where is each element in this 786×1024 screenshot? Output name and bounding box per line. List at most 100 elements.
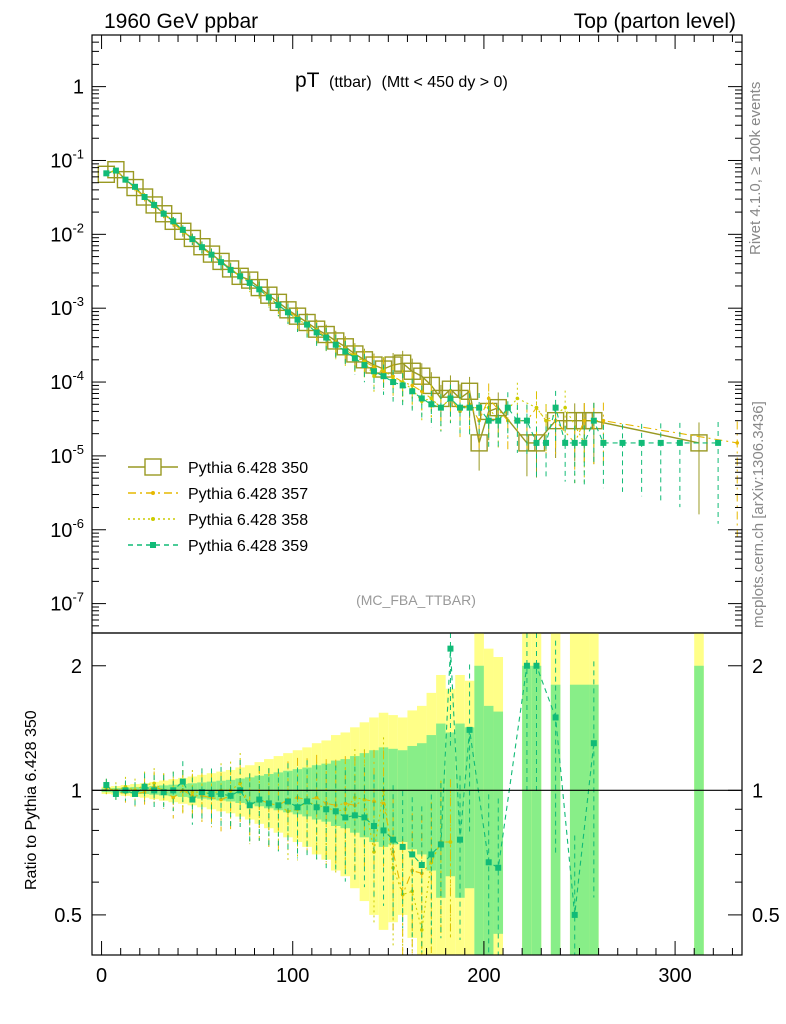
data-point-s358 — [544, 418, 548, 423]
ratio-point-s359 — [103, 782, 110, 789]
y-tick-label-base: 10 — [50, 594, 72, 616]
y-tick-label-base: 10 — [50, 520, 72, 542]
series-line-s359 — [106, 169, 719, 444]
data-point-s359 — [351, 355, 358, 362]
ratio-point-s359 — [141, 783, 148, 790]
ratio-point-s358 — [362, 797, 367, 802]
ratio-point-s359 — [552, 714, 559, 721]
ratio-y-axis-label: Ratio to Pythia 6.428 350 — [23, 710, 40, 890]
ratio-point-s359 — [256, 796, 263, 803]
y-tick-label-base: 10 — [50, 150, 72, 172]
ratio-y-tick-label-left: 0.5 — [54, 905, 82, 927]
plot-title-sub: (ttbar) — [329, 74, 372, 91]
data-point-s359 — [543, 439, 550, 446]
data-point-s359 — [676, 439, 683, 446]
data-point-s350 — [97, 165, 116, 183]
data-point-s359 — [256, 286, 263, 293]
data-point-s357 — [410, 383, 415, 388]
data-point-s359 — [619, 439, 626, 446]
ratio-point-s359 — [342, 814, 349, 821]
legend-marker-s357 — [151, 491, 155, 495]
data-point-s359 — [600, 439, 607, 446]
ratio-point-s359 — [390, 836, 397, 843]
data-point-s359 — [170, 218, 177, 225]
ratio-band-green — [455, 723, 465, 898]
ratio-point-s359 — [218, 790, 225, 797]
ratio-point-s359 — [399, 843, 406, 850]
data-point-s359 — [132, 183, 139, 190]
data-point-s359 — [323, 334, 330, 341]
ratio-point-s359 — [370, 822, 377, 829]
y-tick-label: 10-3 — [50, 294, 84, 320]
data-point-s358 — [534, 405, 539, 410]
data-point-s359 — [638, 439, 645, 446]
data-point-s357 — [391, 374, 395, 378]
ratio-y-tick-label-left: 1 — [71, 780, 82, 802]
data-point-s359 — [294, 316, 301, 323]
y-tick-label-exponent: -5 — [72, 442, 84, 457]
ratio-band-green — [694, 665, 704, 955]
ratio-point-s359 — [590, 740, 597, 747]
ratio-band-green — [417, 743, 427, 855]
ratio-point-s359 — [227, 792, 234, 799]
y-tick-label-exponent: -3 — [72, 294, 84, 309]
ratio-band-green — [397, 750, 408, 843]
data-point-s359 — [457, 404, 464, 411]
ratio-point-s359 — [495, 864, 502, 871]
ratio-point-s358 — [152, 781, 156, 786]
ratio-point-s359 — [380, 827, 387, 834]
ratio-point-s359 — [265, 800, 272, 807]
data-point-s359 — [112, 167, 119, 174]
data-point-s359 — [342, 348, 349, 355]
ratio-y-tick-label-left: 2 — [71, 656, 82, 678]
source-label: mcplots.cern.ch [arXiv:1306.3436] — [750, 401, 767, 628]
ratio-point-s359 — [179, 778, 186, 785]
x-tick-label: 0 — [96, 965, 107, 987]
plot-title-extra: (Mtt < 450 dy > 0) — [382, 74, 508, 91]
ratio-point-s359 — [485, 859, 492, 866]
data-point-s359 — [533, 439, 540, 446]
ratio-point-s359 — [294, 804, 301, 811]
ratio-y-tick-label-right: 0.5 — [752, 905, 780, 927]
ratio-point-s359 — [112, 790, 119, 797]
data-point-s359 — [399, 382, 406, 389]
ratio-point-s359 — [198, 789, 205, 796]
data-point-s350 — [107, 161, 125, 179]
data-point-s350 — [164, 212, 182, 231]
data-point-s359 — [151, 201, 158, 208]
data-point-s359 — [361, 362, 368, 369]
ratio-point-s359 — [132, 790, 139, 797]
data-point-s359 — [447, 395, 454, 402]
header-process-label: Top (parton level) — [574, 10, 736, 33]
y-tick-label-exponent: -2 — [72, 220, 84, 235]
ratio-panel-series — [103, 633, 597, 955]
data-point-s359 — [313, 329, 320, 336]
data-point-s359 — [715, 439, 722, 446]
series-s358 — [104, 168, 587, 485]
ratio-band-green — [531, 665, 542, 955]
data-point-s359 — [657, 439, 664, 446]
main-panel-frame: 110-110-210-310-410-510-610-7 — [50, 34, 743, 634]
y-tick-label-base: 10 — [50, 446, 72, 468]
data-point-s359 — [562, 439, 569, 446]
data-point-s357 — [419, 389, 424, 394]
data-point-s359 — [122, 176, 129, 183]
data-point-s350 — [145, 196, 163, 214]
data-point-s359 — [495, 417, 502, 424]
data-point-s359 — [485, 417, 492, 424]
ratio-band-green — [569, 684, 580, 955]
ratio-line-s359 — [105, 648, 595, 915]
rivet-version-label: Rivet 4.1.0, ≥ 100k events — [747, 82, 764, 255]
data-point-s359 — [246, 279, 253, 286]
data-point-s359 — [208, 251, 215, 258]
data-point-s350 — [327, 332, 345, 350]
ratio-point-s359 — [428, 851, 435, 858]
ratio-point-s359 — [284, 798, 291, 805]
ratio-point-s359 — [332, 808, 339, 815]
data-point-s359 — [380, 373, 387, 380]
ratio-point-s359 — [466, 726, 473, 733]
data-point-s359 — [284, 309, 291, 316]
data-point-s359 — [514, 417, 521, 424]
data-point-s359 — [189, 236, 196, 243]
